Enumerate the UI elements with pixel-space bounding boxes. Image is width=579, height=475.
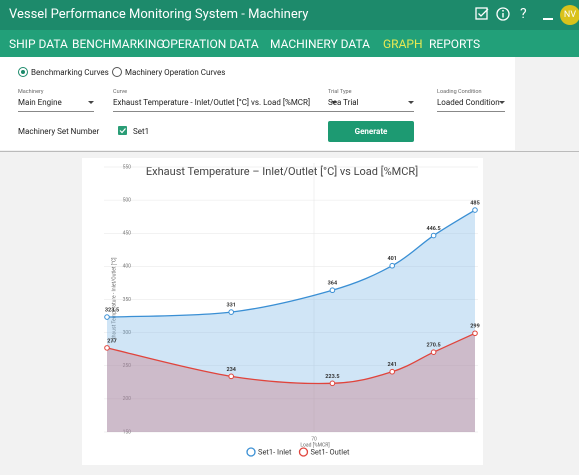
y-tick-label: 200 — [123, 396, 132, 402]
help-icon[interactable]: ? — [520, 6, 527, 22]
chart-card — [82, 158, 483, 465]
header: Vessel Performance Monitoring System - M… — [0, 0, 579, 30]
data-point — [228, 373, 234, 380]
nav-item[interactable]: GRAPH — [383, 37, 423, 51]
y-tick-label: 450 — [123, 231, 132, 237]
nav-item[interactable]: SHIP DATA — [9, 37, 68, 51]
x-axis-label: Load [%MCR] — [300, 441, 329, 448]
y-tick-label: 550 — [123, 164, 132, 170]
data-label: 331 — [226, 303, 235, 309]
nav-bar: SHIP DATA BENCHMARKING OPERATION DATA MACHI… — [0, 30, 579, 57]
y-axis-label: Exhaust Temperature - Inlet/Outlet [°C] — [110, 257, 117, 342]
y-tick-label: 350 — [123, 297, 132, 303]
data-label: 401 — [387, 256, 396, 262]
nav-item[interactable]: BENCHMARKING — [72, 37, 165, 51]
set-option[interactable]: Set1 — [133, 127, 150, 136]
data-label: 485 — [470, 201, 479, 207]
legend-marker — [246, 447, 256, 457]
info-icon[interactable] — [495, 6, 511, 22]
y-tick-label: 500 — [123, 197, 132, 203]
dropdown-label: Machinery — [18, 89, 44, 95]
generate-button[interactable]: Generate — [328, 121, 414, 142]
data-label: 270.5 — [426, 343, 440, 349]
form-panel: Machinery Set Number Set1 Generate Bench… — [0, 57, 515, 150]
data-label: 364 — [328, 281, 338, 287]
radio-dot[interactable] — [18, 67, 28, 77]
data-point — [389, 368, 396, 375]
data-point — [329, 380, 336, 387]
legend-marker — [298, 447, 309, 457]
chart-title: Exhaust Temperature – Inlet/Outlet [°C] … — [146, 165, 418, 178]
radio-option[interactable]: Benchmarking Curves — [18, 67, 109, 77]
nav-item[interactable]: MACHINERY DATA — [270, 37, 371, 51]
app-title: Vessel Performance Monitoring System - M… — [9, 7, 309, 22]
user-avatar[interactable]: NV — [560, 5, 579, 25]
dropdown-value: Exhaust Temperature - Inlet/Outlet [°C] … — [113, 98, 311, 107]
y-tick-label: 400 — [123, 264, 132, 270]
dropdown-label: Curve — [113, 89, 128, 95]
data-label: 323.5 — [105, 308, 119, 314]
dropdown-arrow — [331, 101, 337, 104]
dropdown-value: Main Engine — [18, 98, 62, 107]
data-label: 241 — [387, 362, 396, 368]
data-point — [228, 309, 234, 315]
data-label: 299 — [470, 324, 479, 330]
dropdown[interactable]: Machinery Main Engine — [18, 89, 94, 112]
data-point — [389, 262, 396, 269]
dropdown-value: Loaded Condition — [437, 98, 500, 107]
dropdown[interactable]: Curve Exhaust Temperature - Inlet/Outlet … — [113, 89, 337, 112]
set-label: Machinery Set Number — [18, 127, 100, 136]
separator — [0, 151, 579, 152]
dropdown[interactable]: Trial Type Sea Trial — [328, 89, 414, 112]
tasks-icon[interactable] — [474, 6, 490, 22]
minimize-icon[interactable] — [541, 6, 555, 22]
dropdown[interactable]: Loading Condition Loaded Condition — [437, 89, 505, 112]
data-label: 277 — [107, 338, 116, 344]
radio-dot[interactable] — [112, 67, 122, 77]
nav-item[interactable]: REPORTS — [429, 37, 481, 51]
data-point — [430, 349, 437, 355]
y-tick-label: 250 — [123, 363, 132, 369]
data-label: 446.5 — [426, 226, 440, 232]
data-point — [329, 287, 336, 294]
dropdown-arrow — [499, 101, 505, 104]
x-tick-label: 70 — [311, 436, 317, 442]
dropdown-label: Trial Type — [328, 89, 352, 95]
data-label: 223.5 — [325, 374, 339, 380]
dropdown-arrow — [88, 101, 94, 104]
nav-item[interactable]: OPERATION DATA — [162, 37, 259, 51]
radio-option[interactable]: Machinery Operation Curves — [112, 67, 225, 77]
data-label: 234 — [226, 367, 236, 373]
data-point — [472, 330, 478, 337]
dropdown-value: Sea Trial — [328, 98, 359, 107]
dropdown-arrow — [408, 101, 414, 104]
legend-label: Set1- Outlet — [310, 447, 350, 456]
y-tick-label: 300 — [123, 330, 132, 336]
y-tick-label: 150 — [123, 429, 132, 435]
data-point — [472, 207, 478, 213]
series-area — [107, 210, 475, 432]
data-point — [430, 232, 437, 239]
data-point — [104, 345, 110, 351]
data-point — [104, 314, 110, 320]
set-checkbox[interactable] — [118, 126, 127, 135]
dropdown-label: Loading Condition — [437, 89, 482, 95]
legend-label: Set1- Inlet — [258, 447, 292, 456]
